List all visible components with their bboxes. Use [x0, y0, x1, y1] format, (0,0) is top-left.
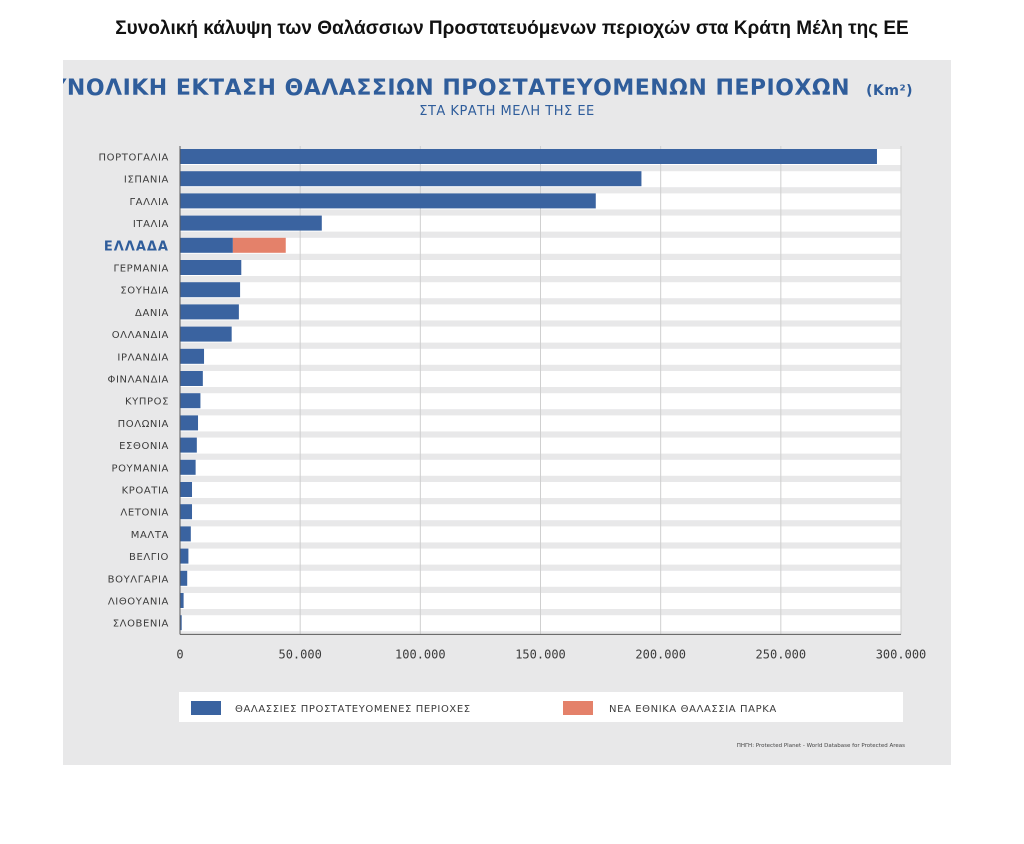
category-label: ΟΛΛΑΝΔΙΑ [112, 330, 169, 341]
category-label: ΛΕΤΟΝΙΑ [120, 508, 169, 519]
chart-panel: ΣΥΝΟΛΙΚΗ ΕΚΤΑΣΗ ΘΑΛΑΣΣΙΩΝ ΠΡΟΣΤΑΤΕΥΟΜΕΝΩ… [63, 60, 951, 765]
category-label: ΕΛΛΑΔΑ [104, 239, 169, 254]
legend-swatch-marine-parks [563, 701, 593, 715]
category-label: ΙΤΑΛΙΑ [133, 219, 169, 230]
category-label: ΣΛΟΒΕΝΙΑ [113, 619, 169, 630]
category-label: ΔΑΝΙΑ [135, 308, 169, 319]
category-label: ΕΣΘΟΝΙΑ [119, 441, 169, 452]
chart-title: ΣΥΝΟΛΙΚΗ ΕΚΤΑΣΗ ΘΑΛΑΣΣΙΩΝ ΠΡΟΣΤΑΤΕΥΟΜΕΝΩ… [63, 76, 913, 101]
x-tick-label: 200.000 [635, 647, 686, 661]
bar-protected-area [180, 593, 184, 608]
bar-protected-area [180, 459, 196, 475]
page-title: Συνολική κάλυψη των Θαλάσσιων Προστατευό… [115, 18, 909, 39]
category-label: ΚΥΠΡΟΣ [125, 397, 169, 408]
bar-protected-area [180, 415, 199, 431]
category-label: ΣΟΥΗΔΙΑ [120, 286, 169, 297]
legend-label-marine-parks: ΝΕΑ ΕΘΝΙΚΑ ΘΑΛΑΣΣΙΑ ΠΑΡΚΑ [609, 704, 777, 715]
bar-protected-area [180, 282, 241, 298]
plot-area: ΠΟΡΤΟΓΑΛΙΑ ΙΣΠΑΝΙΑ ΓΑΛΛΙΑ ΙΤΑΛΙΑ ΕΛΛΑΔΑ ΓΕΡΜΑ… [99, 146, 927, 661]
chart: ΣΥΝΟΛΙΚΗ ΕΚΤΑΣΗ ΘΑΛΑΣΣΙΩΝ ΠΡΟΣΤΑΤΕΥΟΜΕΝΩ… [63, 76, 927, 749]
bar-protected-area [180, 237, 233, 253]
bar-protected-area [180, 570, 188, 586]
bar-protected-area [180, 526, 191, 542]
bar-protected-area [180, 393, 201, 409]
bar-protected-area [180, 326, 232, 342]
x-tick-label: 100.000 [395, 647, 446, 661]
category-label: ΚΡΟΑΤΙΑ [122, 486, 169, 497]
legend: ΘΑΛΑΣΣΙΕΣ ΠΡΟΣΤΑΤΕΥΟΜΕΝΕΣ ΠΕΡΙΟΧΕΣ ΝΕΑ Ε… [179, 692, 903, 722]
bar-protected-area [180, 260, 242, 275]
category-label: ΠΟΡΤΟΓΑΛΙΑ [99, 153, 169, 164]
category-label: ΜΑΛΤΑ [131, 530, 169, 541]
x-tick-label: 0 [176, 647, 183, 661]
bar-protected-area [180, 371, 203, 386]
legend-label-protected-areas: ΘΑΛΑΣΣΙΕΣ ΠΡΟΣΤΑΤΕΥΟΜΕΝΕΣ ΠΕΡΙΟΧΕΣ [235, 704, 471, 715]
category-label: ΒΟΥΛΓΑΡΙΑ [108, 574, 169, 585]
bar-protected-area [180, 215, 322, 231]
legend-swatch-protected-areas [191, 701, 221, 715]
chart-subtitle: ΣΤΑ ΚΡΑΤΗ ΜΕΛΗ ΤΗΣ ΕΕ [419, 104, 595, 119]
category-label: ΓΕΡΜΑΝΙΑ [114, 264, 169, 275]
legend-background [179, 692, 903, 722]
bar-protected-area [180, 615, 182, 631]
bar-protected-area [180, 482, 193, 497]
category-label: ΒΕΛΓΙΟ [129, 552, 169, 563]
x-tick-label: 150.000 [515, 647, 566, 661]
bar-protected-area [180, 437, 197, 453]
category-label: ΦΙΝΛΑΝΔΙΑ [108, 375, 170, 386]
x-tick-label: 300.000 [876, 647, 927, 661]
bar-protected-area [180, 504, 193, 520]
bar-protected-area [180, 171, 642, 187]
bar-marine-park [232, 237, 286, 253]
bar-protected-area [180, 149, 877, 164]
category-label: ΙΣΠΑΝΙΑ [124, 175, 169, 186]
category-label: ΙΡΛΑΝΔΙΑ [117, 352, 169, 363]
bar-protected-area [180, 193, 596, 209]
bar-protected-area [180, 348, 205, 364]
category-label: ΛΙΘΟΥΑΝΙΑ [108, 597, 169, 608]
x-tick-label: 250.000 [756, 647, 807, 661]
x-tick-label: 50.000 [278, 647, 321, 661]
source-note: ΠΗΓΗ: Protected Planet - World Database … [737, 743, 905, 749]
category-label: ΡΟΥΜΑΝΙΑ [111, 463, 169, 474]
category-label: ΠΟΛΩΝΙΑ [118, 419, 169, 430]
category-label: ΓΑΛΛΙΑ [130, 197, 169, 208]
bar-protected-area [180, 304, 239, 320]
bar-protected-area [180, 548, 189, 564]
